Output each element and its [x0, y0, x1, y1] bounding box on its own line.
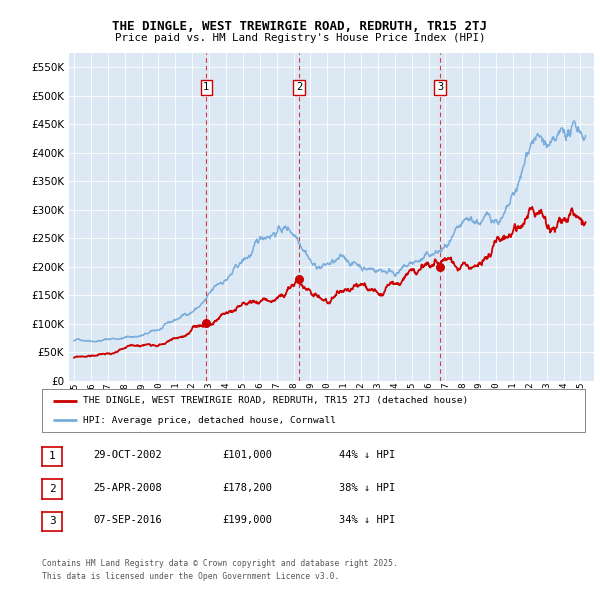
- Text: 3: 3: [437, 83, 443, 93]
- Text: 3: 3: [49, 516, 56, 526]
- Text: Price paid vs. HM Land Registry's House Price Index (HPI): Price paid vs. HM Land Registry's House …: [115, 33, 485, 43]
- Text: HPI: Average price, detached house, Cornwall: HPI: Average price, detached house, Corn…: [83, 416, 336, 425]
- Text: 2: 2: [296, 83, 302, 93]
- Text: 1: 1: [203, 83, 209, 93]
- Text: THE DINGLE, WEST TREWIRGIE ROAD, REDRUTH, TR15 2TJ: THE DINGLE, WEST TREWIRGIE ROAD, REDRUTH…: [113, 20, 487, 33]
- Text: Contains HM Land Registry data © Crown copyright and database right 2025.: Contains HM Land Registry data © Crown c…: [42, 559, 398, 568]
- Text: THE DINGLE, WEST TREWIRGIE ROAD, REDRUTH, TR15 2TJ (detached house): THE DINGLE, WEST TREWIRGIE ROAD, REDRUTH…: [83, 396, 468, 405]
- Text: 1: 1: [49, 451, 56, 461]
- Text: £199,000: £199,000: [222, 516, 272, 525]
- Text: 44% ↓ HPI: 44% ↓ HPI: [339, 451, 395, 460]
- Text: £101,000: £101,000: [222, 451, 272, 460]
- Text: This data is licensed under the Open Government Licence v3.0.: This data is licensed under the Open Gov…: [42, 572, 340, 581]
- Text: 34% ↓ HPI: 34% ↓ HPI: [339, 516, 395, 525]
- Text: 38% ↓ HPI: 38% ↓ HPI: [339, 483, 395, 493]
- Text: £178,200: £178,200: [222, 483, 272, 493]
- Text: 25-APR-2008: 25-APR-2008: [93, 483, 162, 493]
- Text: 07-SEP-2016: 07-SEP-2016: [93, 516, 162, 525]
- Text: 2: 2: [49, 484, 56, 494]
- Text: 29-OCT-2002: 29-OCT-2002: [93, 451, 162, 460]
